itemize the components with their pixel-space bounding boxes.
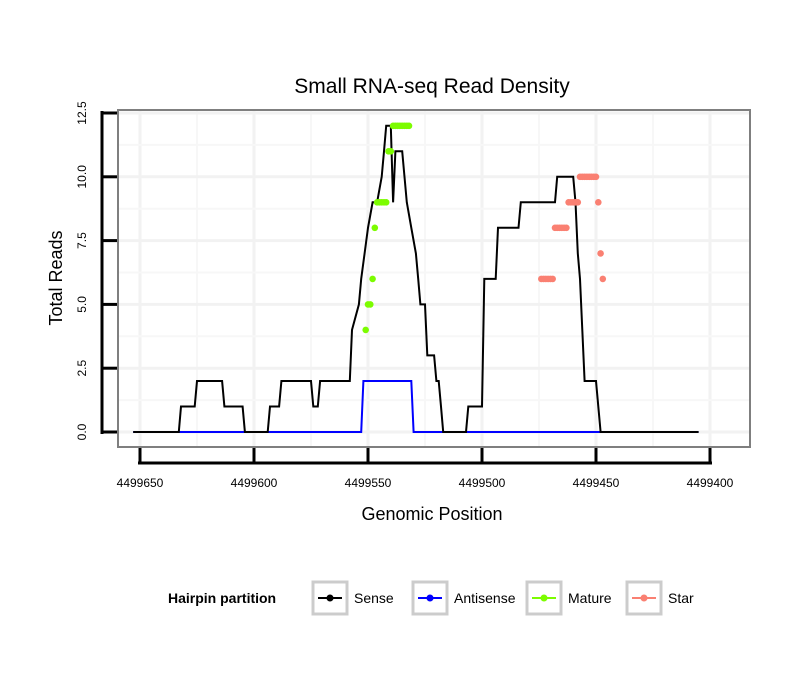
plot-panel xyxy=(117,109,751,448)
legend-label: Antisense xyxy=(454,590,516,606)
mature-point xyxy=(382,199,390,206)
legend-label: Mature xyxy=(568,590,612,606)
x-tick-label: 4499600 xyxy=(231,476,278,490)
star-point xyxy=(597,250,604,257)
x-tick-label: 4499650 xyxy=(117,476,164,490)
y-axis-label: Total Reads xyxy=(46,230,66,325)
x-tick-label: 4499550 xyxy=(345,476,392,490)
star-point xyxy=(599,275,607,283)
y-tick-label: 0.0 xyxy=(75,423,89,440)
legend-label: Star xyxy=(668,590,694,606)
star-point xyxy=(574,199,582,206)
legend-key-point xyxy=(640,594,648,602)
x-axis-label: Genomic Position xyxy=(361,504,502,524)
y-tick-label: 5.0 xyxy=(75,296,89,313)
mature-point xyxy=(371,224,379,232)
legend-key-point xyxy=(326,594,334,602)
legend: Hairpin partition Sense Antisense Mature St… xyxy=(168,580,694,616)
series-line-sense xyxy=(133,124,699,433)
star-point xyxy=(595,199,602,206)
mature-point xyxy=(367,301,374,308)
legend-label: Sense xyxy=(354,590,394,606)
y-tick-label: 10.0 xyxy=(75,165,89,189)
star-point xyxy=(549,275,556,283)
x-tick-label: 4499400 xyxy=(687,476,734,490)
mature-point xyxy=(405,122,413,130)
y-tick-label: 12.5 xyxy=(75,101,89,125)
mature-point xyxy=(362,326,370,334)
points-layer xyxy=(362,122,607,334)
x-tick-label: 4499450 xyxy=(573,476,620,490)
legend-key-point xyxy=(426,594,434,602)
legend-title: Hairpin partition xyxy=(168,590,276,606)
y-tick-label: 2.5 xyxy=(75,360,89,377)
chart-title: Small RNA-seq Read Density xyxy=(294,75,570,98)
series-layer xyxy=(133,124,699,433)
legend-key-point xyxy=(540,594,548,602)
y-tick-label: 7.5 xyxy=(75,232,89,249)
star-point xyxy=(592,173,600,181)
mature-point xyxy=(387,148,395,155)
mature-point xyxy=(369,275,376,283)
star-point xyxy=(563,224,570,232)
axes: 0.0 2.5 5.0 7.5 10.0 12.5 4499650 4499600 449955… xyxy=(75,101,734,490)
x-tick-label: 4499500 xyxy=(459,476,506,490)
